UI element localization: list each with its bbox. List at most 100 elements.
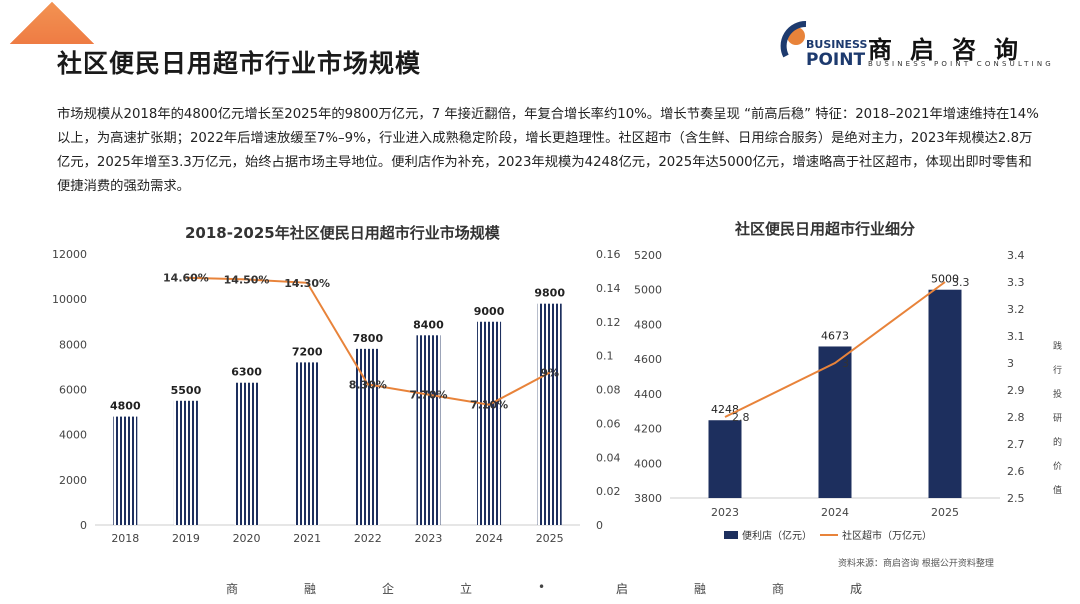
logo-business: BUSINESS bbox=[806, 38, 868, 51]
chart1-bar bbox=[537, 303, 562, 525]
logo-chinese: 商启咨询 bbox=[868, 36, 1036, 64]
chart1-xtick: 2024 bbox=[475, 532, 503, 545]
chart1-line bbox=[185, 276, 551, 406]
chart2-ytick-right: 3 bbox=[1007, 357, 1014, 370]
side-char: 研 bbox=[1053, 414, 1063, 424]
chart2-ytick-right: 2.7 bbox=[1007, 438, 1025, 451]
chart1-bar-label: 6300 bbox=[231, 366, 262, 379]
chart2-ytick-right: 3.1 bbox=[1007, 330, 1025, 343]
chart1-bar-label: 5500 bbox=[171, 384, 202, 397]
chart1-ytick-right: 0.16 bbox=[596, 248, 621, 261]
chart2-bar bbox=[708, 420, 742, 498]
chart1-ytick-right: 0 bbox=[596, 519, 603, 532]
chart2-ytick-left: 5000 bbox=[634, 284, 662, 297]
chart2-line bbox=[724, 281, 946, 418]
chart2-xtick: 2025 bbox=[931, 506, 959, 519]
chart1-ytick-left: 8000 bbox=[59, 338, 87, 351]
footer-char: 成 bbox=[850, 582, 863, 596]
chart2-bar-label: 5000 bbox=[931, 273, 959, 286]
side-char: 价 bbox=[1053, 462, 1063, 472]
chart1-xtick: 2023 bbox=[414, 532, 442, 545]
chart1-xtick: 2025 bbox=[536, 532, 564, 545]
chart1-line-label: 14.60% bbox=[163, 272, 209, 285]
chart1-ytick-right: 0.04 bbox=[596, 451, 621, 464]
chart2-xtick: 2024 bbox=[821, 506, 849, 519]
chart1-ytick-left: 12000 bbox=[52, 248, 87, 261]
chart1-line-label: 9% bbox=[540, 367, 559, 380]
chart1-line-label: 8.30% bbox=[349, 378, 387, 391]
chart2-ytick-right: 2.5 bbox=[1007, 492, 1025, 505]
side-char: 投 bbox=[1053, 390, 1063, 400]
legend-label-line: 社区超市（万亿元） bbox=[842, 529, 932, 542]
chart2-bar-label: 4673 bbox=[821, 329, 849, 342]
chart2-title: 社区便民日用超市行业细分 bbox=[735, 220, 916, 238]
chart1-line-label: 7.10% bbox=[470, 399, 508, 412]
chart1-line-label: 14.30% bbox=[284, 277, 330, 290]
chart2-ytick-left: 5200 bbox=[634, 249, 662, 262]
chart1-ytick-left: 0 bbox=[80, 519, 87, 532]
chart1-bar bbox=[416, 335, 441, 525]
chart2-ytick-right: 2.6 bbox=[1007, 465, 1025, 478]
chart2-line-label: 2.8 bbox=[732, 411, 750, 424]
footer-char: 融 bbox=[304, 582, 317, 596]
chart1-ytick-left: 10000 bbox=[52, 293, 87, 306]
chart1-ytick-right: 0.14 bbox=[596, 282, 621, 295]
chart1-title: 2018-2025年社区便民日用超市行业市场规模 bbox=[185, 224, 500, 242]
chart2-bar bbox=[818, 346, 852, 498]
footer-char: 商 bbox=[772, 582, 785, 596]
chart1-bar bbox=[355, 348, 380, 525]
chart2-ytick-left: 4000 bbox=[634, 457, 662, 470]
logo-mark bbox=[780, 20, 807, 58]
chart1-ytick-left: 4000 bbox=[59, 429, 87, 442]
logo-english: BUSINESS POINT CONSULTING bbox=[868, 60, 1054, 68]
chart2-ytick-right: 2.9 bbox=[1007, 384, 1025, 397]
chart1-bar bbox=[477, 321, 502, 525]
chart2-ytick-left: 4200 bbox=[634, 423, 662, 436]
chart2-ytick-left: 4400 bbox=[634, 388, 662, 401]
chart2-ytick-right: 2.8 bbox=[1007, 411, 1025, 424]
chart1-ytick-right: 0.08 bbox=[596, 384, 621, 397]
chart1-line-label: 14.50% bbox=[224, 273, 270, 286]
chart1-xtick: 2020 bbox=[233, 532, 261, 545]
footer-char: 企 bbox=[382, 582, 395, 596]
footer-char: 启 bbox=[616, 582, 629, 596]
chart1-bar bbox=[173, 400, 198, 525]
logo-point: POINT bbox=[806, 50, 866, 70]
side-char: 值 bbox=[1053, 486, 1063, 496]
chart2-ytick-right: 3.2 bbox=[1007, 303, 1025, 316]
chart1-ytick-left: 6000 bbox=[59, 384, 87, 397]
source-note: 资料来源：商启咨询 根据公开资料整理 bbox=[838, 559, 994, 569]
chart2-ytick-left: 3800 bbox=[634, 492, 662, 505]
chart1-bar-label: 7200 bbox=[292, 345, 323, 358]
chart2-line-label: 3.3 bbox=[952, 276, 970, 289]
chart1-bar-label: 7800 bbox=[353, 332, 384, 345]
chart1-xtick: 2021 bbox=[293, 532, 321, 545]
chart1-bar bbox=[295, 362, 320, 525]
summary-paragraph: 市场规模从2018年的4800亿元增长至2025年的9800万亿元，7 年接近翻… bbox=[57, 107, 1039, 194]
side-vertical-text: 践 行 投 研 的 价 值 bbox=[1053, 340, 1065, 508]
chart1-bar bbox=[234, 382, 259, 525]
side-char: 的 bbox=[1053, 438, 1063, 448]
footer-char: • bbox=[538, 580, 546, 594]
chart1-bar-label: 9000 bbox=[474, 305, 505, 318]
page-title: 社区便民日用超市行业市场规模 bbox=[57, 49, 422, 78]
footer-char: 融 bbox=[694, 582, 707, 596]
chart2-ytick-right: 3.4 bbox=[1007, 249, 1025, 262]
side-char: 践 bbox=[1053, 342, 1063, 352]
chart1-bar bbox=[113, 416, 138, 525]
chart1-xtick: 2019 bbox=[172, 532, 200, 545]
legend-label-bar: 便利店（亿元） bbox=[742, 529, 812, 542]
side-char: 行 bbox=[1053, 366, 1063, 376]
legend-swatch-bar bbox=[724, 531, 738, 539]
chart1-bar-label: 8400 bbox=[413, 318, 444, 331]
chart1-ytick-right: 0.12 bbox=[596, 316, 621, 329]
chart1-ytick-right: 0.1 bbox=[596, 350, 614, 363]
chart2-ytick-left: 4800 bbox=[634, 318, 662, 331]
chart1-xtick: 2018 bbox=[111, 532, 139, 545]
chart2-bar bbox=[928, 289, 962, 498]
chart1-bar-label: 4800 bbox=[110, 400, 141, 413]
chart1-xtick: 2022 bbox=[354, 532, 382, 545]
chart1-ytick-left: 2000 bbox=[59, 474, 87, 487]
chart1-ytick-right: 0.06 bbox=[596, 417, 621, 430]
